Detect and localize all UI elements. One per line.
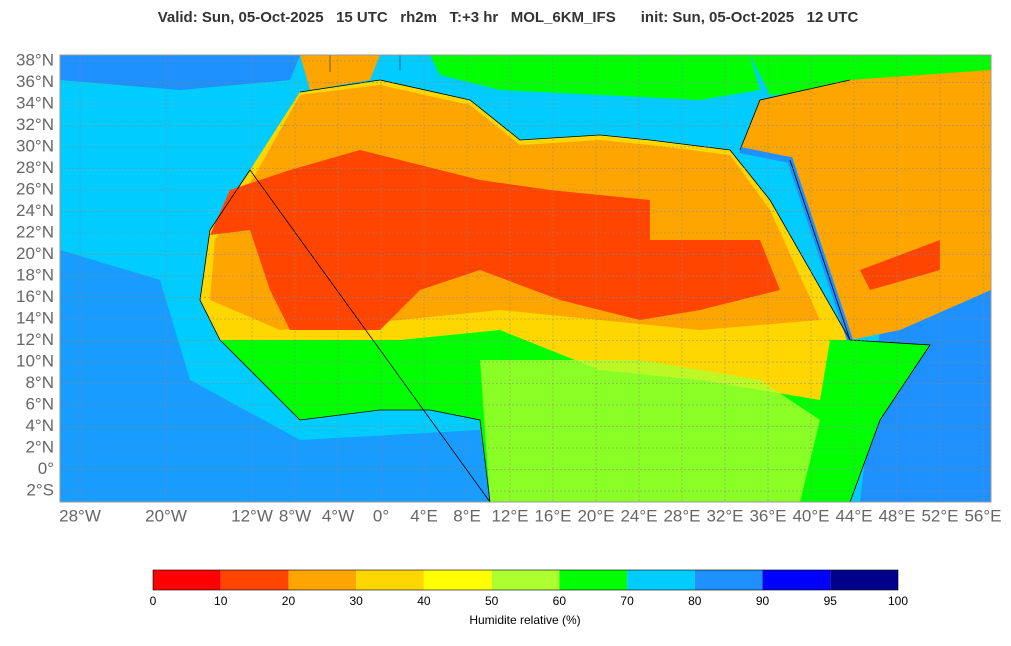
colorbar-frame [152,569,899,591]
coastline [199,79,931,502]
lon-label: 12°E [491,506,528,525]
lon-label: 52°E [921,506,958,525]
land [300,55,380,90]
land [430,55,760,100]
lon-label: 16°E [534,506,571,525]
lat-label: 28°N [16,158,54,177]
lon-label: 28°E [663,506,700,525]
colorbar-segment [153,570,221,590]
colorbar-tick-label: 10 [214,594,228,608]
colorbar-tick-label: 40 [417,594,431,608]
colorbar-segment [830,570,898,590]
lon-label: 40°E [792,506,829,525]
coast [329,55,401,72]
vegetation [480,360,820,502]
lat-label: 2°N [25,437,54,456]
lat-label: 12°N [16,330,54,349]
arid-core [210,150,780,330]
colorbar-tick-label: 95 [824,594,838,608]
lon-label: 8°W [279,506,311,525]
lon-label: 4°W [322,506,354,525]
colorbar-tick-label: 70 [620,594,634,608]
graticule [60,55,991,502]
map [60,55,991,502]
colorbar-segment [423,570,492,590]
lon-label: 32°E [706,506,743,525]
colorbar-segment [220,570,289,590]
lat-label: 36°N [16,72,54,91]
land [750,55,991,95]
colorbar-segment [491,570,560,590]
lat-label: 0° [38,459,54,478]
lat-label: 32°N [16,115,54,134]
lon-label: 44°E [835,506,872,525]
colorbar-segment [694,570,763,590]
lat-label: 18°N [16,265,54,284]
lat-label: 34°N [16,93,54,112]
colorbar-tick-label: 100 [888,594,908,608]
lat-label: 26°N [16,179,54,198]
ocean-moist [60,250,490,502]
lon-label: 56°E [964,506,1001,525]
lon-label: 48°E [878,506,915,525]
colorbar-tick-label: 30 [350,594,364,608]
lon-label: 0° [373,506,389,525]
lat-label: 14°N [16,308,54,327]
lon-label: 4°E [410,506,438,525]
lon-label: 20°E [577,506,614,525]
lat-label: 6°N [25,394,54,413]
lat-label: 16°N [16,287,54,306]
lat-label: 30°N [16,136,54,155]
lat-label: 4°N [25,416,54,435]
lon-label: 20°W [145,506,187,525]
colorbar: 0 10 20 30 40 50 60 70 80 90 95 100 [150,569,908,608]
colorbar-tick-label: 90 [756,594,770,608]
lat-label: 24°N [16,201,54,220]
colorbar-tick-label: 0 [150,594,157,608]
colorbar-tick-label: 60 [553,594,567,608]
lat-label: 38°N [16,50,54,69]
lat-label: 10°N [16,351,54,370]
title: Valid: Sun, 05-Oct-2025 15 UTC rh2m T:+3… [158,9,859,26]
colorbar-segment [288,570,357,590]
colorbar-segment [559,570,628,590]
colorbar-segment [762,570,831,590]
colorbar-tick-label: 50 [485,594,499,608]
lat-label: 20°N [16,244,54,263]
colorbar-tick-label: 20 [282,594,296,608]
lon-label: 8°E [453,506,481,525]
lat-label: 2°S [26,480,54,499]
lon-label: 12°W [231,506,273,525]
colorbar-segment [356,570,424,590]
colorbar-label: Humidite relative (%) [469,613,580,627]
lat-label: 8°N [25,373,54,392]
lat-label: 22°N [16,222,54,241]
map-frame [59,54,992,503]
lon-label: 36°E [749,506,786,525]
lon-label: 28°W [59,506,101,525]
colorbar-segment [627,570,695,590]
colorbar-tick-label: 80 [688,594,702,608]
lon-label: 24°E [620,506,657,525]
arid-core [860,240,940,290]
ocean-moist [60,55,300,90]
